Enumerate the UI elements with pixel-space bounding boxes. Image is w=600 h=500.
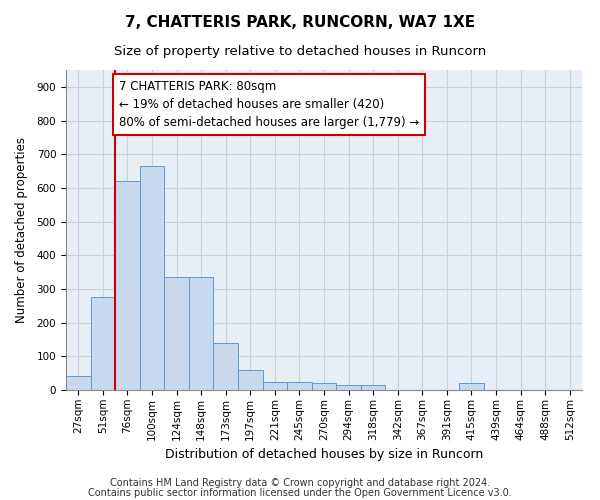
Bar xyxy=(312,384,336,390)
Bar xyxy=(287,382,312,390)
Text: Size of property relative to detached houses in Runcorn: Size of property relative to detached ho… xyxy=(114,45,486,58)
Bar xyxy=(263,382,287,390)
Y-axis label: Number of detached properties: Number of detached properties xyxy=(16,137,28,323)
Bar xyxy=(336,385,361,390)
Bar xyxy=(164,277,189,390)
X-axis label: Distribution of detached houses by size in Runcorn: Distribution of detached houses by size … xyxy=(165,448,483,461)
Bar xyxy=(214,343,238,390)
Text: 7 CHATTERIS PARK: 80sqm
← 19% of detached houses are smaller (420)
80% of semi-d: 7 CHATTERIS PARK: 80sqm ← 19% of detache… xyxy=(119,80,419,129)
Text: 7, CHATTERIS PARK, RUNCORN, WA7 1XE: 7, CHATTERIS PARK, RUNCORN, WA7 1XE xyxy=(125,15,475,30)
Text: Contains public sector information licensed under the Open Government Licence v3: Contains public sector information licen… xyxy=(88,488,512,498)
Bar xyxy=(66,376,91,390)
Text: Contains HM Land Registry data © Crown copyright and database right 2024.: Contains HM Land Registry data © Crown c… xyxy=(110,478,490,488)
Bar xyxy=(140,166,164,390)
Bar xyxy=(115,181,140,390)
Bar xyxy=(238,370,263,390)
Bar xyxy=(91,298,115,390)
Bar xyxy=(189,277,214,390)
Bar xyxy=(459,384,484,390)
Bar xyxy=(361,385,385,390)
